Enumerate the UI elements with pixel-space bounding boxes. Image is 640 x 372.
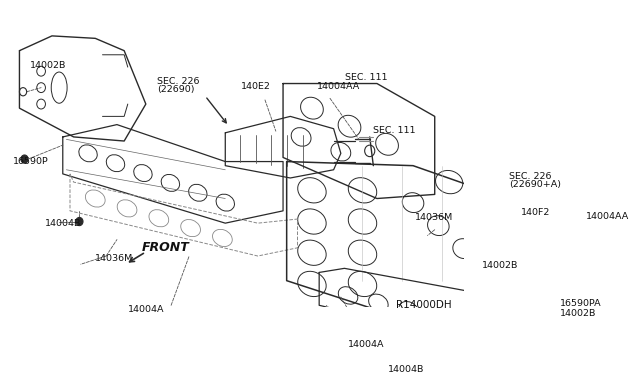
Text: 14002B: 14002B [482,261,518,270]
Text: SEC. 226: SEC. 226 [509,172,552,181]
Text: 14002B: 14002B [30,61,67,70]
Text: SEC. 111: SEC. 111 [345,73,388,82]
Text: 14004B: 14004B [45,219,81,228]
Text: (22690): (22690) [157,85,194,94]
Text: 14036M: 14036M [415,213,454,222]
Text: 16590PA: 16590PA [561,299,602,308]
Text: (22690+A): (22690+A) [509,180,561,189]
Text: 140F2: 140F2 [522,208,551,217]
Text: 14004A: 14004A [348,340,385,349]
Text: 14004AA: 14004AA [586,212,630,221]
Text: R14000DH: R14000DH [396,299,451,310]
Text: 14004B: 14004B [388,365,424,372]
Circle shape [76,217,83,226]
Text: 14002B: 14002B [561,310,596,318]
Circle shape [21,155,28,163]
Text: FRONT: FRONT [142,241,190,254]
Text: 140E2: 140E2 [241,82,271,91]
Text: 14036M: 14036M [95,254,134,263]
Text: 14004A: 14004A [128,305,164,314]
Text: SEC. 111: SEC. 111 [373,126,416,135]
Text: 14004AA: 14004AA [317,82,360,91]
Text: SEC. 226: SEC. 226 [157,77,199,86]
Text: 16590P: 16590P [13,157,49,166]
Circle shape [402,355,410,363]
